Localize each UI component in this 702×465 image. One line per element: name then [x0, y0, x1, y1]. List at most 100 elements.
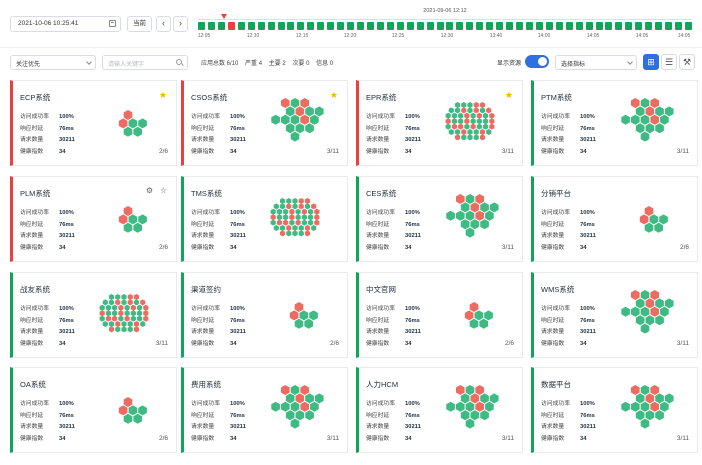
hex-cell-healthy[interactable]	[482, 123, 489, 130]
hex-cell-healthy[interactable]	[136, 315, 143, 322]
hex-cell-unhealthy[interactable]	[123, 397, 133, 407]
timeline-block[interactable]	[625, 22, 633, 30]
hex-cell-healthy[interactable]	[292, 198, 298, 204]
timeline-block[interactable]	[506, 22, 514, 30]
hex-cell-healthy[interactable]	[108, 299, 115, 306]
hex-cell-healthy[interactable]	[664, 106, 674, 117]
hex-cell-unhealthy[interactable]	[486, 107, 492, 114]
star-icon[interactable]: ★	[504, 90, 513, 100]
hex-cell-unhealthy[interactable]	[644, 206, 654, 216]
hex-cell-unhealthy[interactable]	[270, 214, 276, 221]
hex-cell-healthy[interactable]	[635, 106, 645, 117]
hex-cell-healthy[interactable]	[127, 321, 133, 327]
hex-cell-unhealthy[interactable]	[630, 290, 640, 300]
hex-cell-healthy[interactable]	[273, 203, 279, 210]
hex-cell-unhealthy[interactable]	[475, 194, 485, 204]
grid-view-button[interactable]: ⊞	[643, 54, 659, 70]
hex-cell-healthy[interactable]	[292, 230, 298, 237]
hex-cell-unhealthy[interactable]	[115, 321, 121, 327]
timeline-block[interactable]	[535, 22, 543, 30]
hex-cell-healthy[interactable]	[470, 219, 480, 230]
hex-cell-unhealthy[interactable]	[127, 294, 133, 300]
hex-cell-healthy[interactable]	[489, 202, 499, 213]
timeline-block[interactable]	[436, 22, 444, 30]
hex-cell-healthy[interactable]	[99, 304, 105, 311]
hex-cell-healthy[interactable]	[448, 129, 454, 135]
hex-cell-healthy[interactable]	[286, 198, 292, 204]
hex-cell-unhealthy[interactable]	[301, 208, 307, 215]
hex-cell-healthy[interactable]	[286, 230, 292, 237]
search-input[interactable]: 请输入关键字	[102, 55, 188, 70]
hex-cell-healthy[interactable]	[489, 393, 499, 404]
hex-cell-unhealthy[interactable]	[489, 112, 495, 119]
app-card-title[interactable]: WMS系统	[541, 285, 575, 294]
hex-cell-healthy[interactable]	[454, 107, 461, 114]
hex-cell-healthy[interactable]	[474, 310, 484, 321]
timeline-block[interactable]	[545, 22, 553, 30]
hex-cell-healthy[interactable]	[295, 410, 305, 421]
hex-cell-healthy[interactable]	[138, 405, 147, 416]
focus-select[interactable]: 关注优先	[10, 55, 96, 70]
hex-cell-healthy[interactable]	[640, 401, 650, 412]
hex-cell-healthy[interactable]	[645, 123, 655, 134]
star-outline-icon[interactable]: ☆	[159, 186, 167, 195]
timeline-block[interactable]	[486, 22, 494, 30]
hex-cell-healthy[interactable]	[649, 214, 659, 225]
hex-cell-unhealthy[interactable]	[475, 401, 485, 412]
hex-cell-unhealthy[interactable]	[454, 134, 461, 141]
hex-cell-healthy[interactable]	[467, 102, 473, 108]
prev-button[interactable]: ‹	[156, 16, 171, 32]
hex-cell-healthy[interactable]	[124, 310, 130, 317]
hex-cell-healthy[interactable]	[458, 112, 464, 119]
hex-cell-unhealthy[interactable]	[630, 98, 640, 108]
timeline-block[interactable]	[347, 22, 355, 30]
timeline-block[interactable]	[416, 22, 424, 30]
hex-cell-healthy[interactable]	[121, 321, 127, 327]
hex-cell-healthy[interactable]	[460, 410, 470, 421]
health-hex-cluster[interactable]	[260, 380, 330, 442]
hex-cell-healthy[interactable]	[630, 401, 640, 412]
hex-cell-unhealthy[interactable]	[143, 304, 149, 311]
hex-cell-healthy[interactable]	[451, 118, 458, 125]
hex-cell-healthy[interactable]	[654, 222, 664, 233]
hex-cell-healthy[interactable]	[136, 310, 143, 317]
hex-cell-healthy[interactable]	[112, 304, 118, 311]
hex-cell-unhealthy[interactable]	[286, 225, 292, 231]
hex-cell-unhealthy[interactable]	[118, 304, 124, 311]
hex-cell-healthy[interactable]	[473, 134, 479, 141]
app-card[interactable]: 费用系统 访问成功率 100% 响应时延 76ms 请求数量 30211 健康指数 34 3/11	[181, 367, 348, 453]
hex-cell-unhealthy[interactable]	[289, 208, 295, 215]
hex-cell-healthy[interactable]	[128, 118, 138, 129]
hex-cell-healthy[interactable]	[465, 385, 475, 395]
hex-cell-healthy[interactable]	[285, 410, 295, 421]
timeline-marker-icon[interactable]	[221, 14, 227, 19]
timeline-block[interactable]	[585, 22, 593, 30]
timeline-block[interactable]	[476, 22, 484, 30]
health-hex-cluster[interactable]	[610, 380, 680, 442]
hex-cell-unhealthy[interactable]	[105, 315, 112, 322]
hex-cell-healthy[interactable]	[480, 202, 489, 213]
hex-cell-unhealthy[interactable]	[645, 106, 655, 117]
hex-cell-healthy[interactable]	[640, 131, 650, 142]
hex-cell-unhealthy[interactable]	[298, 198, 304, 204]
hex-cell-healthy[interactable]	[479, 107, 486, 114]
hex-cell-healthy[interactable]	[290, 418, 300, 429]
hex-cell-healthy[interactable]	[480, 219, 489, 230]
hex-cell-healthy[interactable]	[465, 401, 475, 412]
hex-cell-healthy[interactable]	[461, 134, 467, 141]
hex-cell-healthy[interactable]	[128, 214, 138, 225]
hex-cell-healthy[interactable]	[292, 225, 298, 231]
hex-cell-unhealthy[interactable]	[650, 306, 660, 317]
health-hex-cluster[interactable]	[264, 289, 334, 351]
hex-cell-healthy[interactable]	[467, 134, 473, 141]
hex-cell-unhealthy[interactable]	[130, 304, 136, 311]
hex-cell-healthy[interactable]	[130, 310, 136, 317]
timeline-block[interactable]	[257, 22, 265, 30]
timeline-block[interactable]	[565, 22, 573, 30]
hex-cell-unhealthy[interactable]	[639, 214, 649, 225]
hex-cell-healthy[interactable]	[290, 385, 300, 395]
app-card-title[interactable]: PLM系统	[20, 189, 51, 198]
hex-cell-healthy[interactable]	[460, 393, 470, 404]
health-hex-cluster[interactable]	[610, 93, 680, 155]
hex-cell-healthy[interactable]	[310, 114, 319, 125]
